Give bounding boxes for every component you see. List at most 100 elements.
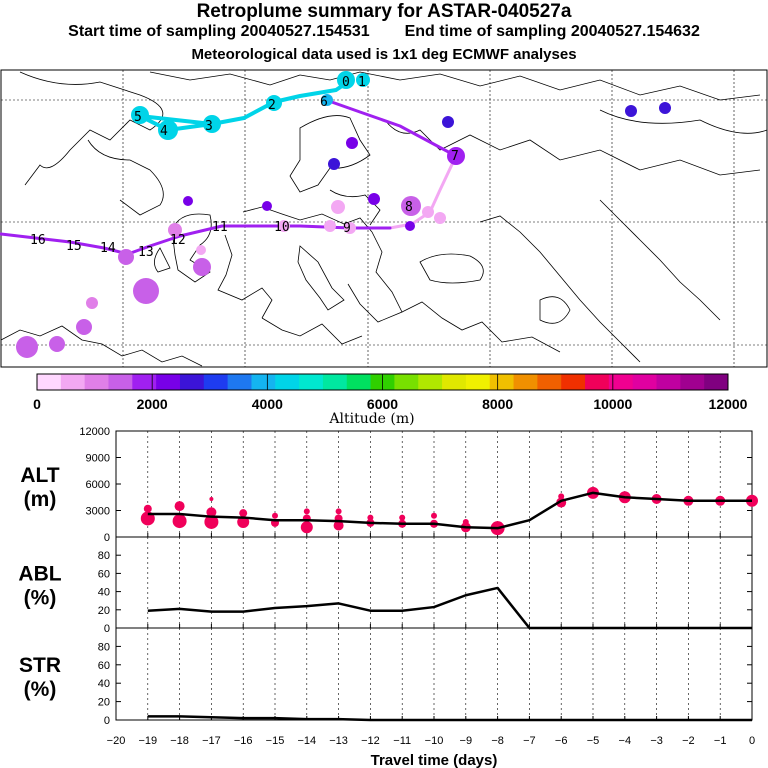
altitude-cluster-point bbox=[300, 521, 313, 534]
x-tick-label: −10 bbox=[425, 735, 444, 747]
y-tick-label: 3000 bbox=[86, 506, 110, 518]
altitude-cluster-point bbox=[431, 512, 437, 519]
altitude-cluster-point bbox=[239, 509, 248, 518]
x-tick-label: −18 bbox=[170, 735, 189, 747]
colorbar-swatch bbox=[346, 374, 372, 390]
map-frame bbox=[0, 69, 768, 368]
cluster-marker bbox=[625, 105, 637, 117]
panel-ylabel-unit: (m) bbox=[24, 488, 57, 511]
trajectory-map: 0 1 2 3 4 5 6 7 8 9 10 11 12 13 14 15 16 bbox=[0, 69, 768, 368]
colorbar-swatch bbox=[704, 374, 729, 390]
series-line bbox=[147, 491, 752, 530]
colorbar-tick-label: 8000 bbox=[482, 396, 513, 412]
y-tick-label: 40 bbox=[98, 587, 110, 599]
colorbar-swatch bbox=[299, 374, 324, 390]
cluster-marker bbox=[118, 249, 134, 265]
cluster-marker bbox=[133, 278, 159, 304]
y-tick-label: 60 bbox=[98, 568, 110, 580]
colorbar-swatch bbox=[465, 374, 491, 390]
cluster-marker bbox=[168, 223, 182, 237]
cluster-marker bbox=[321, 94, 333, 106]
colorbar-swatch bbox=[537, 374, 562, 390]
altitude-cluster-point bbox=[143, 504, 152, 513]
x-tick-label: −6 bbox=[555, 735, 568, 747]
x-axis-label: Travel time (days) bbox=[371, 752, 498, 768]
day-label: 9 bbox=[343, 221, 351, 236]
start-time-label: Start time of sampling bbox=[68, 23, 237, 40]
panel-ylabel-unit: (%) bbox=[24, 678, 57, 701]
series-line bbox=[147, 586, 752, 630]
x-tick-label: −17 bbox=[202, 735, 221, 747]
colorbar-swatch bbox=[203, 374, 229, 390]
cluster-marker bbox=[278, 220, 290, 232]
colorbar-swatch bbox=[656, 374, 681, 390]
colorbar-tick-label: 12000 bbox=[709, 396, 748, 412]
cluster-marker bbox=[346, 137, 358, 149]
chart-title: Retroplume summary for ASTAR-040527a bbox=[196, 1, 572, 22]
panel-abl: 0 20 40 60 80 ABL(%) bbox=[18, 536, 753, 635]
panel-ylabel-unit: (%) bbox=[24, 587, 57, 610]
cluster-marker bbox=[196, 245, 206, 255]
colorbar-swatch bbox=[489, 374, 515, 390]
colorbar-swatch bbox=[585, 374, 610, 390]
colorbar-swatch bbox=[275, 374, 300, 390]
x-tick-label: −1 bbox=[714, 735, 727, 747]
y-tick-label: 0 bbox=[104, 532, 110, 544]
altitude-cluster-point bbox=[333, 520, 344, 531]
cluster-marker bbox=[447, 147, 465, 165]
altitude-cluster-point bbox=[204, 514, 219, 529]
x-tick-label: −9 bbox=[460, 735, 473, 747]
trajectory-day-labels: 0 1 2 3 4 5 6 7 8 9 10 11 12 13 14 15 16 bbox=[30, 75, 459, 260]
altitude-cluster-point bbox=[558, 493, 565, 500]
cluster-marker bbox=[331, 200, 345, 214]
colorbar-tick-label: 10000 bbox=[593, 396, 632, 412]
day-label: 14 bbox=[100, 241, 116, 256]
day-label: 3 bbox=[205, 119, 213, 134]
cluster-marker bbox=[158, 120, 178, 140]
colorbar-swatch bbox=[156, 374, 181, 390]
x-tick-label: −19 bbox=[138, 735, 157, 747]
day-label: 12 bbox=[170, 233, 186, 248]
cluster-marker bbox=[49, 336, 65, 352]
y-tick-label: 20 bbox=[98, 697, 110, 709]
colorbar-tick-label: 0 bbox=[33, 396, 41, 412]
time-series-panels: 030006000900012000ALT(m)020406080ABL(%)0… bbox=[18, 426, 758, 768]
altitude-cluster-point bbox=[399, 514, 406, 521]
cluster-markers bbox=[16, 71, 671, 358]
y-tick-label: 60 bbox=[98, 660, 110, 672]
sampling-time-line: Start time of sampling 20040527.154531 E… bbox=[0, 23, 768, 41]
cluster-marker bbox=[131, 106, 149, 124]
panel-ylabel: ALT bbox=[20, 464, 59, 487]
colorbar-tick-label: 4000 bbox=[252, 396, 283, 412]
day-label: 5 bbox=[134, 110, 142, 125]
x-tick-label: −13 bbox=[329, 735, 348, 747]
cluster-marker bbox=[76, 319, 92, 335]
altitude-cluster-point bbox=[462, 518, 469, 525]
colorbar-tick-label: 2000 bbox=[137, 396, 168, 412]
colorbar-swatch bbox=[60, 374, 86, 390]
panel-alt: 0 3000 6000 9000 12000 ALT(m) bbox=[20, 426, 758, 544]
end-time-value: 20040527.154632 bbox=[570, 23, 700, 40]
day-label: 13 bbox=[138, 245, 154, 260]
x-tick-label: −5 bbox=[587, 735, 600, 747]
colorbar-swatch bbox=[37, 374, 62, 390]
colorbar-swatch bbox=[179, 374, 205, 390]
day-label: 8 bbox=[405, 200, 413, 215]
map-coastlines bbox=[0, 71, 768, 367]
altitude-cluster-point bbox=[335, 508, 342, 515]
colorbar-label: Altitude (m) bbox=[328, 411, 414, 427]
cluster-marker bbox=[324, 220, 336, 232]
y-tick-label: 9000 bbox=[86, 453, 110, 465]
map-graticule bbox=[1, 70, 767, 367]
x-tick-label: −14 bbox=[297, 735, 316, 747]
x-tick-label: −20 bbox=[107, 735, 126, 747]
cluster-marker bbox=[442, 116, 454, 128]
panel-ylabel: ABL bbox=[18, 563, 61, 586]
y-tick-label: 6000 bbox=[86, 479, 110, 491]
x-tick-label: −16 bbox=[234, 735, 253, 747]
y-tick-label: 40 bbox=[98, 678, 110, 690]
day-label: 11 bbox=[212, 220, 228, 235]
x-tick-label: −2 bbox=[682, 735, 695, 747]
cluster-marker bbox=[401, 196, 421, 216]
